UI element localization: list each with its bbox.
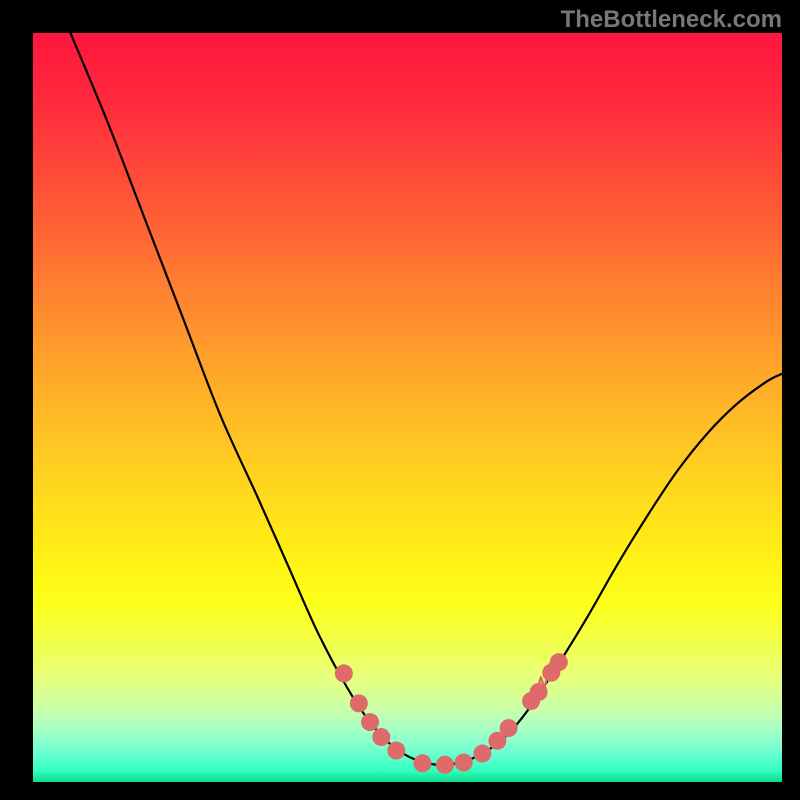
- watermark-text: TheBottleneck.com: [561, 6, 782, 34]
- curve-marker: [436, 756, 454, 774]
- curve-marker: [350, 694, 368, 712]
- chart-frame: TheBottleneck.com: [0, 0, 800, 800]
- curve-marker: [455, 754, 473, 772]
- curve-marker: [413, 754, 431, 772]
- bottleneck-curve: [70, 33, 782, 765]
- curve-marker: [500, 719, 518, 737]
- curve-marker: [387, 742, 405, 760]
- chart-svg: [33, 33, 782, 782]
- curve-marker: [335, 664, 353, 682]
- curve-marker: [361, 713, 379, 731]
- plot-area: [33, 33, 782, 782]
- curve-marker: [372, 728, 390, 746]
- curve-marker: [473, 745, 491, 763]
